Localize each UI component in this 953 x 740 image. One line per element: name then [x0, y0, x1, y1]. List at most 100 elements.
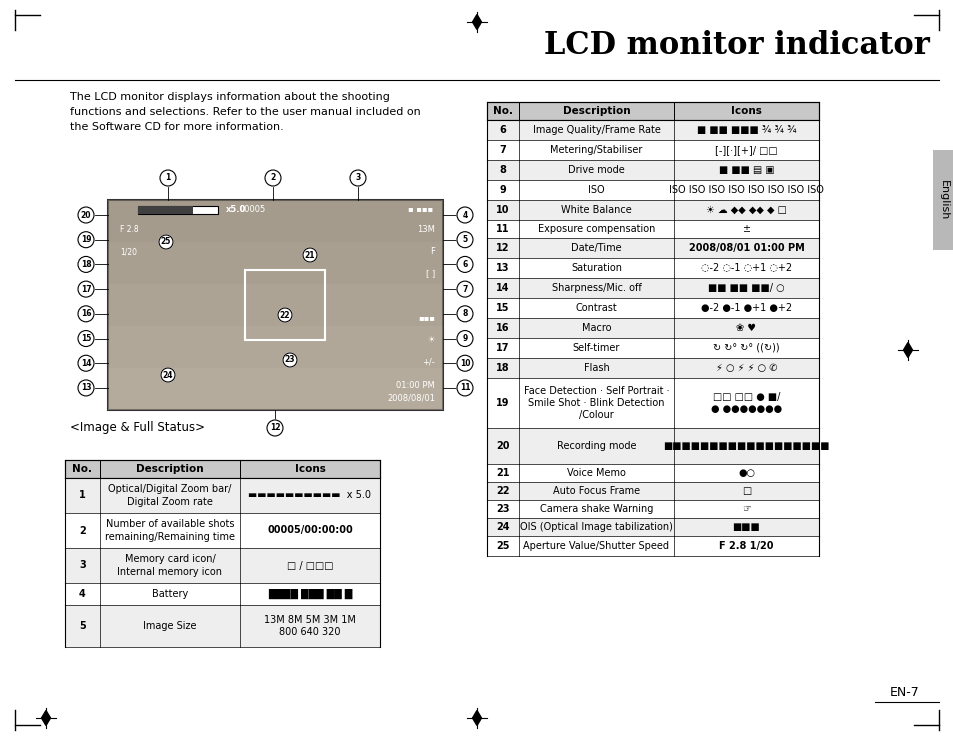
Bar [138, 206, 193, 214]
Text: 9: 9 [462, 334, 467, 343]
Text: 24: 24 [496, 522, 509, 532]
Text: 25: 25 [161, 238, 171, 246]
Text: 1/20: 1/20 [120, 247, 137, 257]
Text: ◌-2 ◌-1 ◌+1 ◌+2: ◌-2 ◌-1 ◌+1 ◌+2 [700, 263, 791, 273]
Text: 3: 3 [79, 560, 86, 571]
Circle shape [456, 331, 473, 346]
Text: Voice Memo: Voice Memo [566, 468, 625, 478]
Bar [108, 200, 442, 242]
Text: English: English [938, 180, 948, 221]
Text: 10: 10 [496, 205, 509, 215]
Text: ▪▪▪: ▪▪▪ [417, 314, 435, 323]
Bar [108, 326, 442, 368]
Text: 18: 18 [81, 260, 91, 269]
Text: 5: 5 [462, 235, 467, 244]
Text: 23: 23 [284, 355, 294, 365]
Text: EN-7: EN-7 [889, 685, 919, 699]
Text: ☀: ☀ [427, 335, 435, 345]
Text: ±: ± [741, 224, 750, 234]
Bar [486, 200, 818, 220]
Circle shape [78, 380, 94, 396]
Text: 8: 8 [462, 309, 467, 318]
Text: Image Size: Image Size [143, 621, 196, 631]
Text: 7: 7 [499, 145, 506, 155]
Text: ■■ ■■ ■■/ ○: ■■ ■■ ■■/ ○ [707, 283, 784, 293]
Text: 7: 7 [462, 285, 467, 294]
Circle shape [160, 170, 175, 186]
Text: 13M: 13M [416, 226, 435, 235]
Text: Metering/Stabiliser: Metering/Stabiliser [550, 145, 642, 155]
Text: [ ]: [ ] [425, 269, 435, 278]
Text: 17: 17 [496, 343, 509, 353]
Text: 00005/00:00:00: 00005/00:00:00 [267, 525, 353, 536]
Bar [486, 140, 818, 160]
Text: Number of available shots
remaining/Remaining time: Number of available shots remaining/Rema… [105, 519, 234, 542]
Text: 11: 11 [459, 383, 470, 392]
Text: Aperture Value/Shutter Speed: Aperture Value/Shutter Speed [523, 541, 669, 551]
Text: Macro: Macro [581, 323, 611, 333]
Text: ■■■: ■■■ [732, 522, 760, 532]
Text: [-][·][+]/ □□: [-][·][+]/ □□ [715, 145, 777, 155]
Bar [108, 368, 442, 410]
Circle shape [456, 257, 473, 272]
Text: 20: 20 [496, 441, 509, 451]
Text: 1: 1 [165, 173, 171, 183]
Circle shape [456, 207, 473, 223]
Text: 23: 23 [496, 504, 509, 514]
Text: 01:00 PM: 01:00 PM [395, 380, 435, 389]
Bar [486, 102, 818, 120]
Text: ●-2 ●-1 ●+1 ●+2: ●-2 ●-1 ●+1 ●+2 [700, 303, 791, 313]
Text: 14: 14 [81, 359, 91, 368]
Bar [486, 258, 818, 278]
Polygon shape [472, 15, 481, 30]
Text: ❀ ♥: ❀ ♥ [736, 323, 756, 333]
Bar [486, 358, 818, 378]
Text: OIS (Optical Image tabilization): OIS (Optical Image tabilization) [519, 522, 672, 532]
Bar [486, 500, 818, 518]
Text: 18: 18 [496, 363, 509, 373]
Circle shape [78, 355, 94, 371]
Text: Exposure compensation: Exposure compensation [537, 224, 655, 234]
Text: 22: 22 [279, 311, 290, 320]
Circle shape [456, 232, 473, 248]
Text: Face Detection · Self Portrait ·
Smile Shot · Blink Detection
/Colour: Face Detection · Self Portrait · Smile S… [523, 386, 669, 420]
Text: 2: 2 [79, 525, 86, 536]
Circle shape [78, 281, 94, 297]
Text: 22: 22 [496, 486, 509, 496]
Text: 20: 20 [81, 210, 91, 220]
Circle shape [456, 355, 473, 371]
Bar [486, 464, 818, 482]
Text: ■■■■■■■■■■■■■■■■■■: ■■■■■■■■■■■■■■■■■■ [662, 441, 829, 451]
Text: 16: 16 [496, 323, 509, 333]
Text: 11: 11 [496, 224, 509, 234]
Circle shape [78, 207, 94, 223]
Text: F: F [430, 247, 435, 257]
Text: +/-: +/- [422, 357, 435, 366]
Bar [65, 460, 379, 478]
Bar [65, 605, 379, 647]
Text: Auto Focus Frame: Auto Focus Frame [553, 486, 639, 496]
Text: 2: 2 [270, 173, 275, 183]
Bar [486, 238, 818, 258]
Text: 15: 15 [81, 334, 91, 343]
Text: Self-timer: Self-timer [572, 343, 619, 353]
Text: Optical/Digital Zoom bar/
Digital Zoom rate: Optical/Digital Zoom bar/ Digital Zoom r… [109, 484, 232, 507]
Circle shape [267, 420, 283, 436]
Circle shape [78, 331, 94, 346]
Text: ⚡ ○ ⚡ ⚡ ○ ✆: ⚡ ○ ⚡ ⚡ ○ ✆ [715, 363, 777, 373]
Text: Sharpness/Mic. off: Sharpness/Mic. off [551, 283, 640, 293]
Text: 14: 14 [496, 283, 509, 293]
Text: 8: 8 [499, 165, 506, 175]
Text: Contrast: Contrast [575, 303, 617, 313]
Text: □ / □□□: □ / □□□ [287, 560, 333, 571]
Text: ▪ ▪▪▪: ▪ ▪▪▪ [408, 206, 433, 215]
Bar [486, 318, 818, 338]
Bar [108, 242, 442, 284]
Text: Icons: Icons [294, 464, 325, 474]
Circle shape [159, 235, 172, 249]
Circle shape [456, 281, 473, 297]
Text: 12: 12 [496, 243, 509, 253]
Text: Image Quality/Frame Rate: Image Quality/Frame Rate [532, 125, 659, 135]
Bar [108, 284, 442, 326]
Text: ↻ ↻° ↻° ((↻)): ↻ ↻° ↻° ((↻)) [713, 343, 779, 353]
